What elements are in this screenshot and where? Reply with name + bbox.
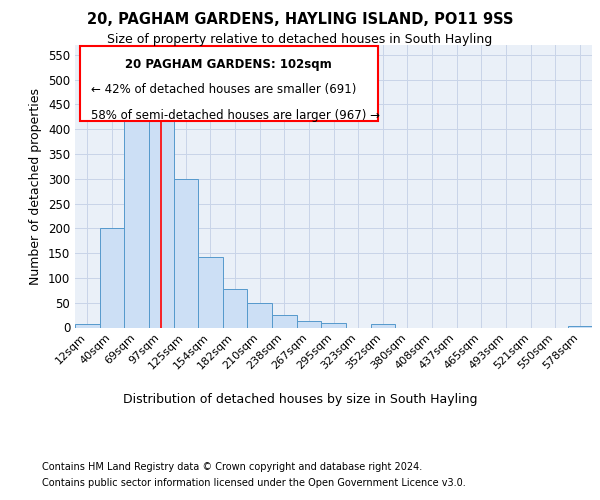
Text: Contains HM Land Registry data © Crown copyright and database right 2024.: Contains HM Land Registry data © Crown c… [42, 462, 422, 472]
Bar [198, 256, 223, 328]
Bar [321, 322, 346, 328]
Y-axis label: Number of detached properties: Number of detached properties [29, 88, 43, 285]
Bar [149, 118, 173, 328]
FancyBboxPatch shape [80, 46, 377, 122]
Bar [371, 324, 395, 328]
Text: 20, PAGHAM GARDENS, HAYLING ISLAND, PO11 9SS: 20, PAGHAM GARDENS, HAYLING ISLAND, PO11… [87, 12, 513, 28]
Text: Contains public sector information licensed under the Open Government Licence v3: Contains public sector information licen… [42, 478, 466, 488]
Bar [568, 326, 592, 328]
Text: 20 PAGHAM GARDENS: 102sqm: 20 PAGHAM GARDENS: 102sqm [125, 58, 332, 70]
Bar [272, 314, 296, 328]
Text: Size of property relative to detached houses in South Hayling: Size of property relative to detached ho… [107, 32, 493, 46]
Bar [173, 179, 198, 328]
Text: Distribution of detached houses by size in South Hayling: Distribution of detached houses by size … [123, 392, 477, 406]
Bar [100, 228, 124, 328]
Bar [223, 289, 247, 328]
Bar [247, 302, 272, 328]
Bar [296, 321, 321, 328]
Text: 58% of semi-detached houses are larger (967) →: 58% of semi-detached houses are larger (… [91, 108, 380, 122]
Bar [75, 324, 100, 328]
Bar [124, 120, 149, 328]
Text: ← 42% of detached houses are smaller (691): ← 42% of detached houses are smaller (69… [91, 83, 356, 96]
